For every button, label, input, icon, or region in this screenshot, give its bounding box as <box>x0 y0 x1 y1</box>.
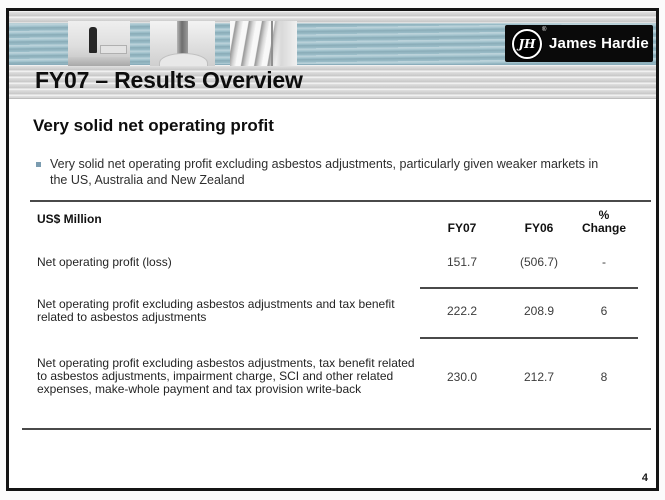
table-header-row: US$ Million FY07 FY06 % Change <box>30 204 651 235</box>
fy06-value: 208.9 <box>523 304 555 318</box>
jh-monogram-letters: JH <box>518 36 536 51</box>
person-silhouette-shape <box>89 27 97 53</box>
column-header-change: % Change <box>581 208 626 235</box>
bullet-text: Very solid net operating profit excludin… <box>50 157 599 187</box>
registered-trademark-mark: ® <box>542 27 547 33</box>
bullet-square-icon <box>36 162 41 167</box>
column-base-shape <box>159 53 208 66</box>
change-value: 8 <box>600 369 608 384</box>
column-header-fy07: FY07 <box>447 221 477 235</box>
table-row: Net operating profit (loss) 151.7 (506.7… <box>30 254 651 270</box>
table-bottom-rule <box>22 428 651 430</box>
slide: JH ® James Hardie FY07 – Results Overvie… <box>6 8 659 491</box>
facade-pillar-shape <box>271 21 297 66</box>
section-heading: Very solid net operating profit <box>33 116 274 135</box>
fy06-value: (506.7) <box>519 255 559 269</box>
results-table: US$ Million FY07 FY06 % Change Net opera… <box>22 200 651 430</box>
change-value: - <box>602 255 606 269</box>
photo-floor-shape <box>68 57 130 66</box>
table-divider <box>420 287 638 289</box>
column-detail-photo <box>150 21 215 66</box>
column-shape <box>177 21 188 66</box>
row-label: Net operating profit (loss) <box>37 254 172 269</box>
page-number: 4 <box>641 472 648 484</box>
fy06-value: 212.7 <box>523 369 555 384</box>
table-row: Net operating profit excluding asbestos … <box>30 298 651 324</box>
person-in-gallery-photo <box>68 21 130 66</box>
bullet-item: Very solid net operating profit excludin… <box>36 157 612 188</box>
fy07-value: 222.2 <box>446 304 478 318</box>
slide-title: FY07 – Results Overview <box>35 67 303 93</box>
table-row: Net operating profit excluding asbestos … <box>30 350 651 403</box>
column-header-fy06: FY06 <box>524 221 554 235</box>
row-label: Net operating profit excluding asbestos … <box>37 356 415 396</box>
james-hardie-logo: JH ® James Hardie <box>505 25 653 62</box>
fy07-value: 151.7 <box>446 255 478 269</box>
row-label: Net operating profit excluding asbestos … <box>37 297 395 324</box>
unit-label: US$ Million <box>37 212 102 226</box>
jh-monogram-icon: JH <box>512 28 542 59</box>
table-divider <box>420 337 638 339</box>
bench-shape <box>100 45 127 54</box>
brand-name: James Hardie <box>549 35 649 52</box>
fy07-value: 230.0 <box>446 369 478 384</box>
change-value: 6 <box>600 304 608 318</box>
louvre-facade-photo <box>230 21 297 66</box>
